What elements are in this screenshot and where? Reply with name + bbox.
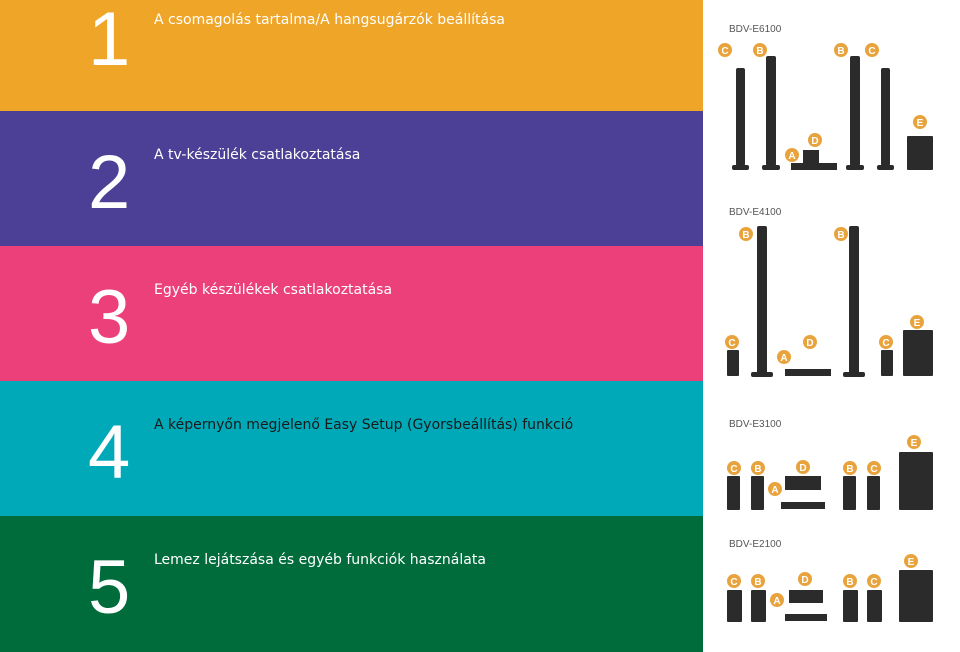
badge-d: D [799,463,806,474]
section-list: 1 A csomagolás tartalma/A hangsugárzók b… [0,0,703,652]
product-panel: BDV-E6100 C B B C A D E BDV-E4100 [703,0,960,652]
section-2[interactable]: 2 A tv-készülék csatlakoztatása [0,111,703,246]
badge-d: D [806,338,813,349]
badge-b: B [754,464,761,475]
model-label: BDV-E6100 [729,24,782,35]
badge-b: B [742,230,749,241]
badge-e: E [911,438,918,449]
product-image-bdv-e2100: C B D A B C E [727,554,933,622]
section-3[interactable]: 3 Egyéb készülékek csatlakoztatása [0,246,703,381]
model-label: BDV-E3100 [729,419,782,430]
badge-group [718,43,927,162]
section-number: 1 [88,0,131,82]
badge-c: C [728,338,735,349]
badge-b: B [837,46,844,57]
badge-c: C [721,46,728,57]
section-1[interactable]: 1 A csomagolás tartalma/A hangsugárzók b… [0,0,703,111]
model-label: BDV-E4100 [729,207,782,218]
badge-e: E [914,318,921,329]
section-5[interactable]: 5 Lemez lejátszása és egyéb funkciók has… [0,516,703,652]
badge-d: D [811,136,818,147]
section-title: A csomagolás tartalma/A hangsugárzók beá… [154,12,505,28]
section-4[interactable]: 4 A képernyőn megjelenő Easy Setup (Gyor… [0,381,703,516]
section-title: Lemez lejátszása és egyéb funkciók haszn… [154,552,486,568]
badge-d: D [801,575,808,586]
section-title: A képernyőn megjelenő Easy Setup (Gyorsb… [154,417,574,433]
badge-a: A [773,596,780,607]
badge-c: C [730,577,737,588]
badge-a: A [780,353,787,364]
badge-a: A [771,485,778,496]
badge-e: E [917,118,924,129]
badge-c: C [868,46,875,57]
badge-c: C [882,338,889,349]
section-number: 4 [88,410,131,495]
badge-c: C [870,577,877,588]
model-label: BDV-E2100 [729,539,782,550]
badge-b: B [846,464,853,475]
badge-a: A [788,151,795,162]
section-title: Egyéb készülékek csatlakoztatása [154,282,393,298]
badge-c: C [870,464,877,475]
product-image-bdv-e4100: B B C A D C E [725,226,933,377]
badge-b: B [754,577,761,588]
section-number: 3 [88,275,131,360]
badge-b: B [846,577,853,588]
badge-e: E [908,557,915,568]
section-number: 5 [88,545,131,630]
badge-b: B [756,46,763,57]
product-image-bdv-e6100: C B B C A D E [718,43,933,170]
product-image-bdv-e3100: C B D A B C E [727,435,933,510]
section-number: 2 [88,140,131,225]
badge-b: B [837,230,844,241]
badge-c: C [730,464,737,475]
section-title: A tv-készülék csatlakoztatása [154,147,361,163]
